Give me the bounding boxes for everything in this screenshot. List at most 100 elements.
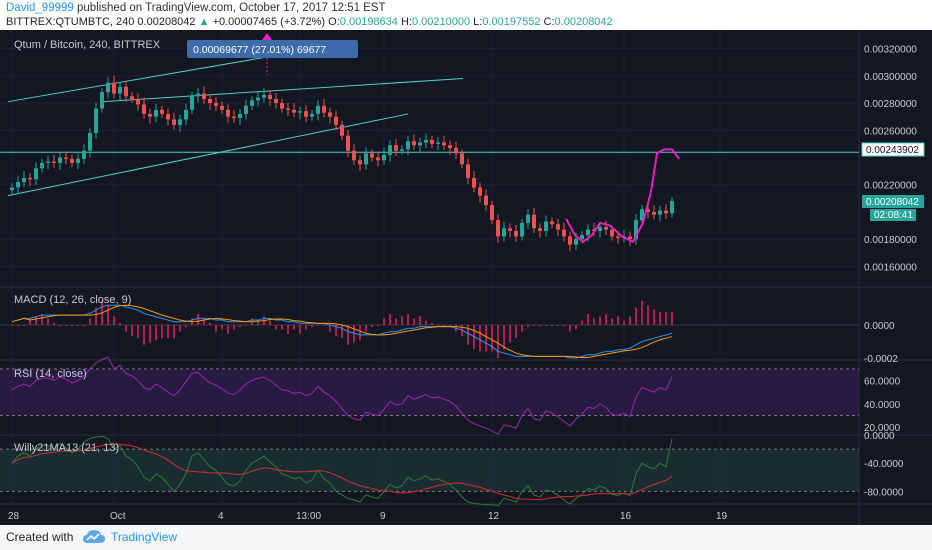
candle-body (52, 161, 56, 163)
candle-body (166, 113, 170, 120)
candle-body (652, 211, 656, 215)
candle-body (292, 109, 296, 113)
willy-line (11, 435, 673, 507)
willy-pane-title: Willy21MA13 (21, 13) (14, 442, 119, 454)
candle-body (514, 231, 518, 237)
candle-body (616, 236, 620, 238)
indicator-tick-label: -40.0000 (864, 459, 904, 470)
candle-body (610, 229, 614, 237)
published-text: published on TradingView.com, October 17… (73, 2, 386, 14)
candle-body (112, 82, 116, 94)
time-tick-label: 19 (716, 511, 728, 522)
indicator-tick-label: 60.0000 (864, 377, 901, 388)
candle-body (316, 105, 320, 114)
candle-body (646, 209, 650, 212)
candle-body (388, 145, 392, 155)
candle-body (352, 150, 356, 161)
candle-body (208, 98, 212, 104)
candle-body (262, 94, 266, 98)
indicator-bands (0, 324, 859, 492)
main-pane-title: Qtum / Bitcoin, 240, BITTREX (14, 39, 161, 51)
candle-body (490, 205, 494, 221)
created-with-label: Created with (6, 530, 74, 544)
candle-body (268, 94, 272, 99)
candle-body (22, 177, 26, 182)
candle-body (76, 158, 80, 163)
candle-body (286, 108, 290, 110)
candle-body (508, 228, 512, 231)
candle-body (418, 142, 422, 146)
candle-body (148, 113, 152, 117)
indicator-tick-label: 20.0000 (864, 423, 901, 434)
freehand-drawing[interactable] (565, 148, 680, 243)
candle-body (220, 105, 224, 110)
author-link[interactable]: David_99999 (6, 2, 74, 14)
trend-channel[interactable] (7, 41, 464, 197)
time-axis[interactable]: 28 Oct 4 13:00 9 12 16 19 (8, 511, 728, 522)
measure-tool[interactable]: 0.00069677 (27.01%) 69677 (187, 33, 358, 75)
candle-body (214, 103, 218, 106)
candle-body (136, 98, 140, 105)
candle-body (196, 93, 200, 97)
candle-body (346, 135, 350, 151)
candle-body (304, 111, 308, 117)
candle-body (274, 98, 278, 104)
time-tick-label: 13:00 (296, 511, 321, 522)
candle-body (400, 149, 404, 151)
candle-body (334, 116, 338, 125)
price-tick-label: 0.00300000 (864, 72, 917, 83)
high-value: 0.00210000 (411, 16, 471, 28)
willy-ma-line (11, 443, 673, 501)
candle-body (424, 139, 428, 143)
level-tag-text: 0.00243902 (866, 145, 919, 156)
candle-body (394, 145, 398, 151)
candle-body (58, 157, 62, 163)
candle-body (202, 93, 206, 99)
candle-body (244, 105, 248, 114)
rsi-band-fill (0, 368, 859, 416)
macd-pane-title: MACD (12, 26, close, 9) (14, 294, 131, 306)
candle-body (124, 86, 128, 97)
chart-area[interactable]: 0.00320000 0.00300000 0.00280000 0.00260000… (0, 30, 932, 525)
time-tick-label: 16 (620, 511, 632, 522)
candle-body (580, 235, 584, 240)
grid (0, 30, 859, 504)
indicator-tick-label: 0.0000 (864, 321, 895, 332)
rsi-line (11, 356, 673, 435)
candle-body (532, 214, 536, 229)
publication-line: David_99999 published on TradingView.com… (6, 2, 386, 14)
candle-body (118, 86, 122, 94)
candle-body (16, 182, 20, 188)
low-value: 0.00197552 (482, 16, 541, 28)
chart-svg[interactable]: 0.00320000 0.00300000 0.00280000 0.00260000… (0, 30, 932, 525)
candle-body (310, 113, 314, 117)
candle-body (406, 141, 410, 150)
candle-body (478, 187, 482, 196)
candle-body (376, 157, 380, 161)
candle-body (670, 201, 674, 214)
candle-body (550, 221, 554, 225)
measure-label: 0.00069677 (27.01%) 69677 (193, 44, 326, 56)
candle-body (586, 229, 590, 236)
candle-body (172, 119, 176, 125)
candle-body (94, 108, 98, 133)
candle-body (10, 187, 14, 191)
measure-label-box (187, 40, 358, 58)
price-tick-label: 0.00220000 (864, 181, 917, 192)
candle-body (46, 161, 50, 163)
candle-body (502, 228, 506, 237)
price-axis[interactable]: 0.00320000 0.00300000 0.00280000 0.00260000… (864, 45, 917, 499)
price-tick-label: 0.00180000 (864, 235, 917, 246)
candle-body (178, 119, 182, 125)
tradingview-brand[interactable]: TradingView (111, 530, 178, 544)
candle-body (106, 82, 110, 93)
indicator-tick-label: -80.0000 (864, 487, 904, 498)
candle-body (562, 229, 566, 237)
candle-body (256, 97, 260, 101)
up-arrow-icon: ▲ (198, 16, 210, 28)
low-label: L: (473, 16, 483, 28)
candle-body (526, 214, 530, 223)
candle-body (280, 103, 284, 109)
candle-body (436, 142, 440, 144)
tradingview-cloud-icon (83, 530, 105, 543)
